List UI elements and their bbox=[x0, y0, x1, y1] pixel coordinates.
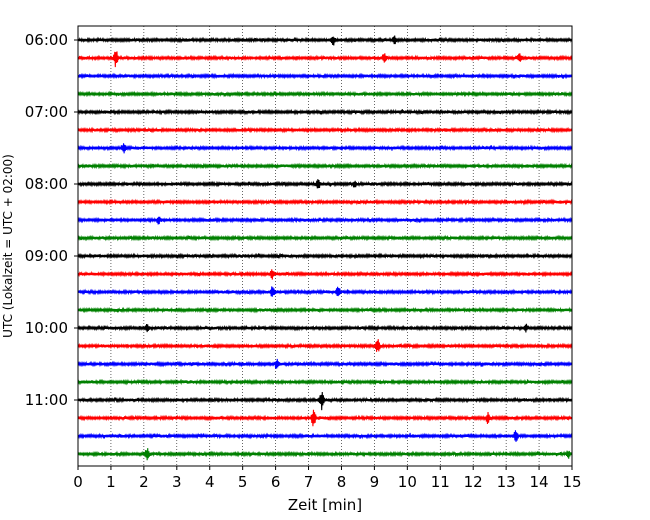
x-tick-label: 0 bbox=[73, 473, 83, 491]
trace-row-18 bbox=[77, 358, 573, 369]
x-axis: 0 1 2 3 4 5 6 7 8 9 10 11 12 13 14 15 bbox=[73, 466, 582, 491]
trace-row-12 bbox=[77, 252, 573, 260]
trace-row-6 bbox=[77, 143, 573, 154]
trace-row-7 bbox=[77, 162, 573, 170]
trace-row-11 bbox=[77, 234, 573, 242]
x-tick-label: 8 bbox=[337, 473, 347, 491]
y-tick-label: 06:00 bbox=[25, 31, 68, 49]
x-tick-label: 5 bbox=[238, 473, 248, 491]
y-axis-label: UTC (Lokalzeit = UTC + 02:00) bbox=[1, 154, 15, 338]
x-tick-label: 15 bbox=[562, 473, 581, 491]
x-tick-label: 10 bbox=[398, 473, 417, 491]
trace-row-23 bbox=[77, 448, 573, 461]
x-tick-label: 6 bbox=[271, 473, 281, 491]
x-tick-label: 13 bbox=[497, 473, 516, 491]
y-tick-label: 08:00 bbox=[25, 175, 68, 193]
x-tick-label: 3 bbox=[172, 473, 182, 491]
y-tick-label: 07:00 bbox=[25, 103, 68, 121]
x-tick-label: 14 bbox=[530, 473, 549, 491]
plot-frame bbox=[77, 25, 573, 467]
x-tick-label: 11 bbox=[431, 473, 450, 491]
trace-row-17 bbox=[77, 339, 573, 352]
y-axis: 06:00 07:00 08:00 09:00 10:00 11:00 bbox=[25, 31, 78, 409]
x-tick-label: 4 bbox=[205, 473, 215, 491]
x-axis-label: Zeit [min] bbox=[288, 496, 362, 514]
trace-row-4 bbox=[77, 108, 573, 116]
y-tick-label: 10:00 bbox=[25, 319, 68, 337]
trace-row-14 bbox=[77, 286, 573, 297]
grid-lines bbox=[110, 26, 540, 466]
x-tick-label: 1 bbox=[106, 473, 116, 491]
trace-row-1 bbox=[77, 51, 573, 68]
trace-row-21 bbox=[77, 409, 573, 427]
trace-row-22 bbox=[77, 430, 573, 442]
trace-row-8 bbox=[77, 179, 573, 189]
x-tick-label: 9 bbox=[370, 473, 380, 491]
x-tick-label: 2 bbox=[139, 473, 149, 491]
trace-row-19 bbox=[77, 378, 573, 386]
trace-row-10 bbox=[77, 216, 573, 225]
y-tick-label: 11:00 bbox=[25, 391, 68, 409]
trace-row-3 bbox=[77, 90, 573, 98]
x-tick-label: 12 bbox=[464, 473, 483, 491]
trace-row-2 bbox=[77, 72, 573, 80]
trace-row-15 bbox=[77, 306, 573, 314]
x-tick-label: 7 bbox=[304, 473, 314, 491]
y-tick-label: 09:00 bbox=[25, 247, 68, 265]
trace-row-13 bbox=[77, 269, 573, 280]
trace-row-20 bbox=[77, 392, 573, 411]
trace-row-5 bbox=[77, 126, 573, 134]
trace-row-0 bbox=[77, 35, 573, 46]
trace-row-16 bbox=[77, 323, 573, 333]
traces bbox=[77, 35, 573, 461]
trace-row-9 bbox=[77, 198, 573, 206]
